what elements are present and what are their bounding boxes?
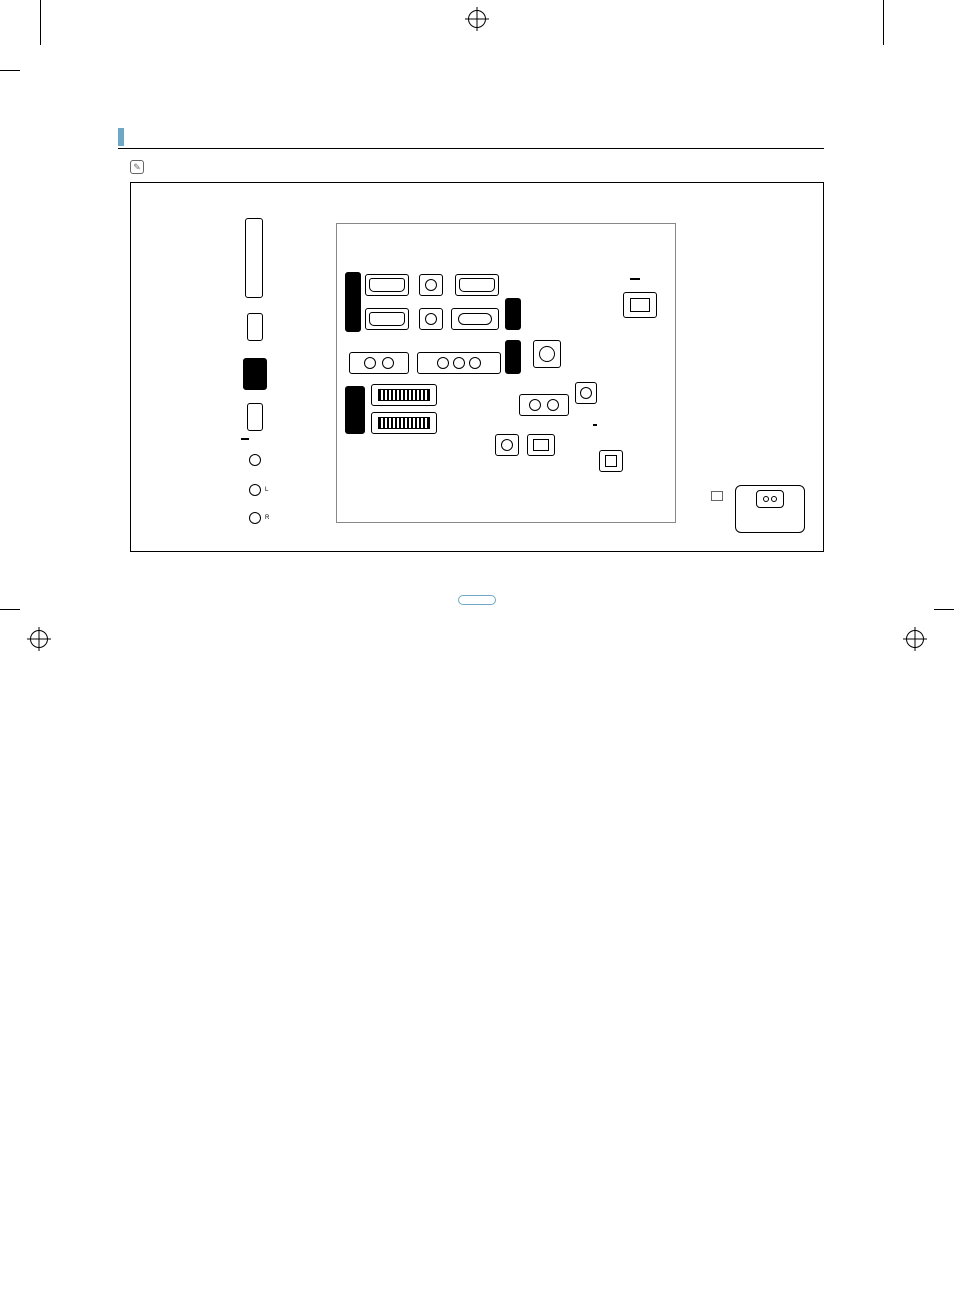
jack-audio-r bbox=[249, 512, 261, 524]
port-hdmi4 bbox=[243, 358, 267, 390]
port-usb2 bbox=[247, 403, 263, 431]
connection-panel-diagram: L R bbox=[130, 182, 824, 552]
port-pc-audio bbox=[425, 313, 437, 325]
hdmi-index-strip bbox=[345, 272, 361, 332]
label-digital-optical bbox=[593, 424, 597, 426]
port-lan bbox=[623, 292, 657, 318]
power-plug-icon bbox=[756, 490, 784, 508]
section-heading bbox=[118, 128, 824, 149]
registration-mark-icon bbox=[30, 630, 48, 648]
crop-mark bbox=[0, 609, 20, 610]
port-hdmi1 bbox=[369, 312, 405, 326]
port-hdmi3 bbox=[459, 278, 495, 292]
port-service bbox=[501, 439, 513, 451]
heading-accent-bar bbox=[118, 128, 124, 146]
port-dvi-audio bbox=[425, 279, 437, 291]
port-usb1 bbox=[247, 313, 263, 341]
registration-mark-icon bbox=[906, 630, 924, 648]
port-scart2 bbox=[371, 384, 437, 406]
crop-mark bbox=[934, 609, 954, 610]
port-scart1 bbox=[371, 412, 437, 434]
port-digital-optical bbox=[599, 450, 623, 472]
crop-mark bbox=[883, 0, 884, 45]
label-av-in bbox=[241, 438, 249, 440]
label-component bbox=[505, 340, 521, 374]
crop-mark bbox=[40, 0, 41, 45]
label-lan bbox=[630, 278, 640, 280]
port-ant-in bbox=[539, 346, 555, 362]
registration-mark-icon bbox=[468, 10, 486, 28]
port-headphone bbox=[580, 387, 592, 399]
port-unk bbox=[527, 434, 555, 456]
port-hdmi2 bbox=[369, 278, 405, 292]
jack-audio-l bbox=[249, 484, 261, 496]
label-pc-in bbox=[505, 298, 521, 330]
port-pc-vga bbox=[458, 313, 492, 325]
crop-mark bbox=[0, 70, 20, 71]
tv-side-panel: L R bbox=[241, 218, 285, 533]
cable-clip-icon bbox=[711, 491, 723, 501]
jack-video bbox=[249, 454, 261, 466]
note-icon: ✎ bbox=[130, 160, 144, 174]
tv-rear-panel bbox=[336, 223, 676, 523]
label-ext bbox=[345, 386, 365, 434]
power-input-box bbox=[735, 485, 805, 533]
page-footer bbox=[130, 592, 824, 610]
